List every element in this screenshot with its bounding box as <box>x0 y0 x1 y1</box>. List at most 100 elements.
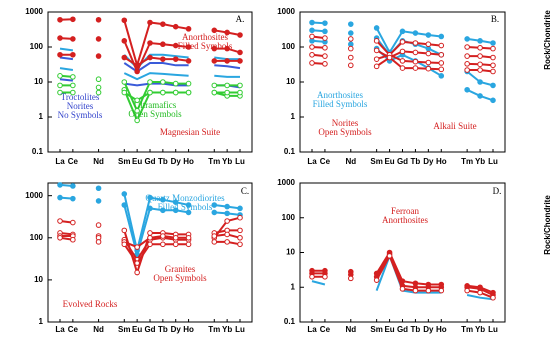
data-point <box>224 203 230 210</box>
x-tick-label: Dy <box>171 157 182 166</box>
x-tick-label: Gd <box>397 325 408 334</box>
data-point <box>412 65 419 71</box>
data-point <box>477 289 483 296</box>
data-point <box>57 194 63 201</box>
annotation: Open Symbols <box>128 109 182 119</box>
x-tick-label: Gd <box>397 157 408 166</box>
y-tick-label: 1 <box>39 112 44 121</box>
data-point <box>121 54 128 61</box>
data-point <box>477 38 483 44</box>
data-point <box>477 93 483 99</box>
data-point <box>425 32 432 38</box>
x-tick-label: Tm <box>208 325 220 334</box>
data-point <box>134 62 140 69</box>
data-point <box>70 219 76 226</box>
x-tick-label: Lu <box>488 325 498 334</box>
data-point <box>172 241 179 248</box>
annotation: Evolved Rocks <box>63 299 118 309</box>
data-point <box>477 79 483 85</box>
data-point <box>185 58 192 64</box>
data-point <box>172 42 179 49</box>
data-point <box>386 253 393 259</box>
data-point <box>147 40 153 46</box>
annotation: Anorthosites <box>382 215 428 225</box>
data-point <box>237 32 243 38</box>
annotation: Norites <box>332 118 359 128</box>
data-point <box>237 241 243 248</box>
data-point <box>70 89 76 96</box>
data-point <box>70 36 76 42</box>
annotation: A. <box>236 14 245 24</box>
data-point <box>211 82 218 89</box>
series-line <box>59 67 240 81</box>
x-tick-label: Gd <box>144 325 155 334</box>
x-tick-label: La <box>55 325 65 334</box>
data-point <box>373 56 380 62</box>
data-point <box>95 76 102 83</box>
data-point <box>121 79 128 85</box>
x-tick-label: Sm <box>370 325 382 334</box>
data-point <box>237 58 243 64</box>
data-point <box>322 35 328 41</box>
data-point <box>490 40 496 46</box>
data-point <box>185 80 192 87</box>
data-point <box>425 50 432 57</box>
x-tick-label: La <box>307 157 317 166</box>
y-tick-label: 0.1 <box>32 147 44 156</box>
data-point <box>185 26 192 32</box>
data-point <box>70 82 76 89</box>
data-point <box>211 58 218 64</box>
data-point <box>464 67 470 73</box>
annotation: Troctolites <box>61 92 100 102</box>
y-tick-label: 10 <box>34 275 43 284</box>
data-point <box>224 45 230 52</box>
data-point <box>347 54 354 61</box>
data-point <box>464 36 470 42</box>
annotation: Filled Symbols <box>313 99 368 109</box>
data-point <box>160 196 166 203</box>
data-point <box>160 89 166 96</box>
x-tick-label: Lu <box>235 325 245 334</box>
data-point <box>425 287 432 294</box>
annotation: Granites <box>165 264 196 274</box>
data-point <box>399 58 406 64</box>
data-point <box>185 241 192 248</box>
annotation: C. <box>241 186 249 196</box>
data-point <box>134 108 140 114</box>
data-point <box>477 53 483 59</box>
data-point <box>147 241 153 248</box>
y-tick-label: 100 <box>30 42 44 51</box>
data-point <box>160 56 166 62</box>
annotation: Anorthosites <box>182 32 228 42</box>
data-point <box>425 41 432 48</box>
data-point <box>322 20 328 26</box>
data-point <box>373 277 380 283</box>
data-point <box>57 89 63 96</box>
x-tick-label: Ce <box>68 325 79 334</box>
data-point <box>160 233 166 239</box>
data-point <box>121 89 128 96</box>
data-point <box>121 191 128 197</box>
data-point <box>211 45 218 52</box>
x-tick-label: Eu <box>132 157 142 166</box>
panel: 0.1 1 10 100 1000 La Ce Nd Sm Eu Gd Tb Dy Ho Tm Yb Lu D. F… <box>277 178 552 334</box>
data-point <box>147 89 153 96</box>
data-point <box>70 74 76 80</box>
data-point <box>438 51 445 58</box>
y-tick-label: 1 <box>39 317 44 326</box>
x-tick-label: Nd <box>345 157 356 166</box>
data-point <box>347 21 354 27</box>
data-point <box>57 234 63 241</box>
data-point <box>309 51 315 58</box>
y-tick-label: 1000 <box>25 191 43 200</box>
data-point <box>237 89 243 96</box>
data-point <box>134 244 140 250</box>
data-point <box>347 36 354 42</box>
x-tick-label: Eu <box>384 325 394 334</box>
data-point <box>70 236 76 243</box>
data-point <box>347 275 354 282</box>
data-point <box>121 17 128 24</box>
data-point <box>412 58 419 65</box>
data-point <box>211 202 218 208</box>
annotation: Open Symbols <box>153 273 207 283</box>
